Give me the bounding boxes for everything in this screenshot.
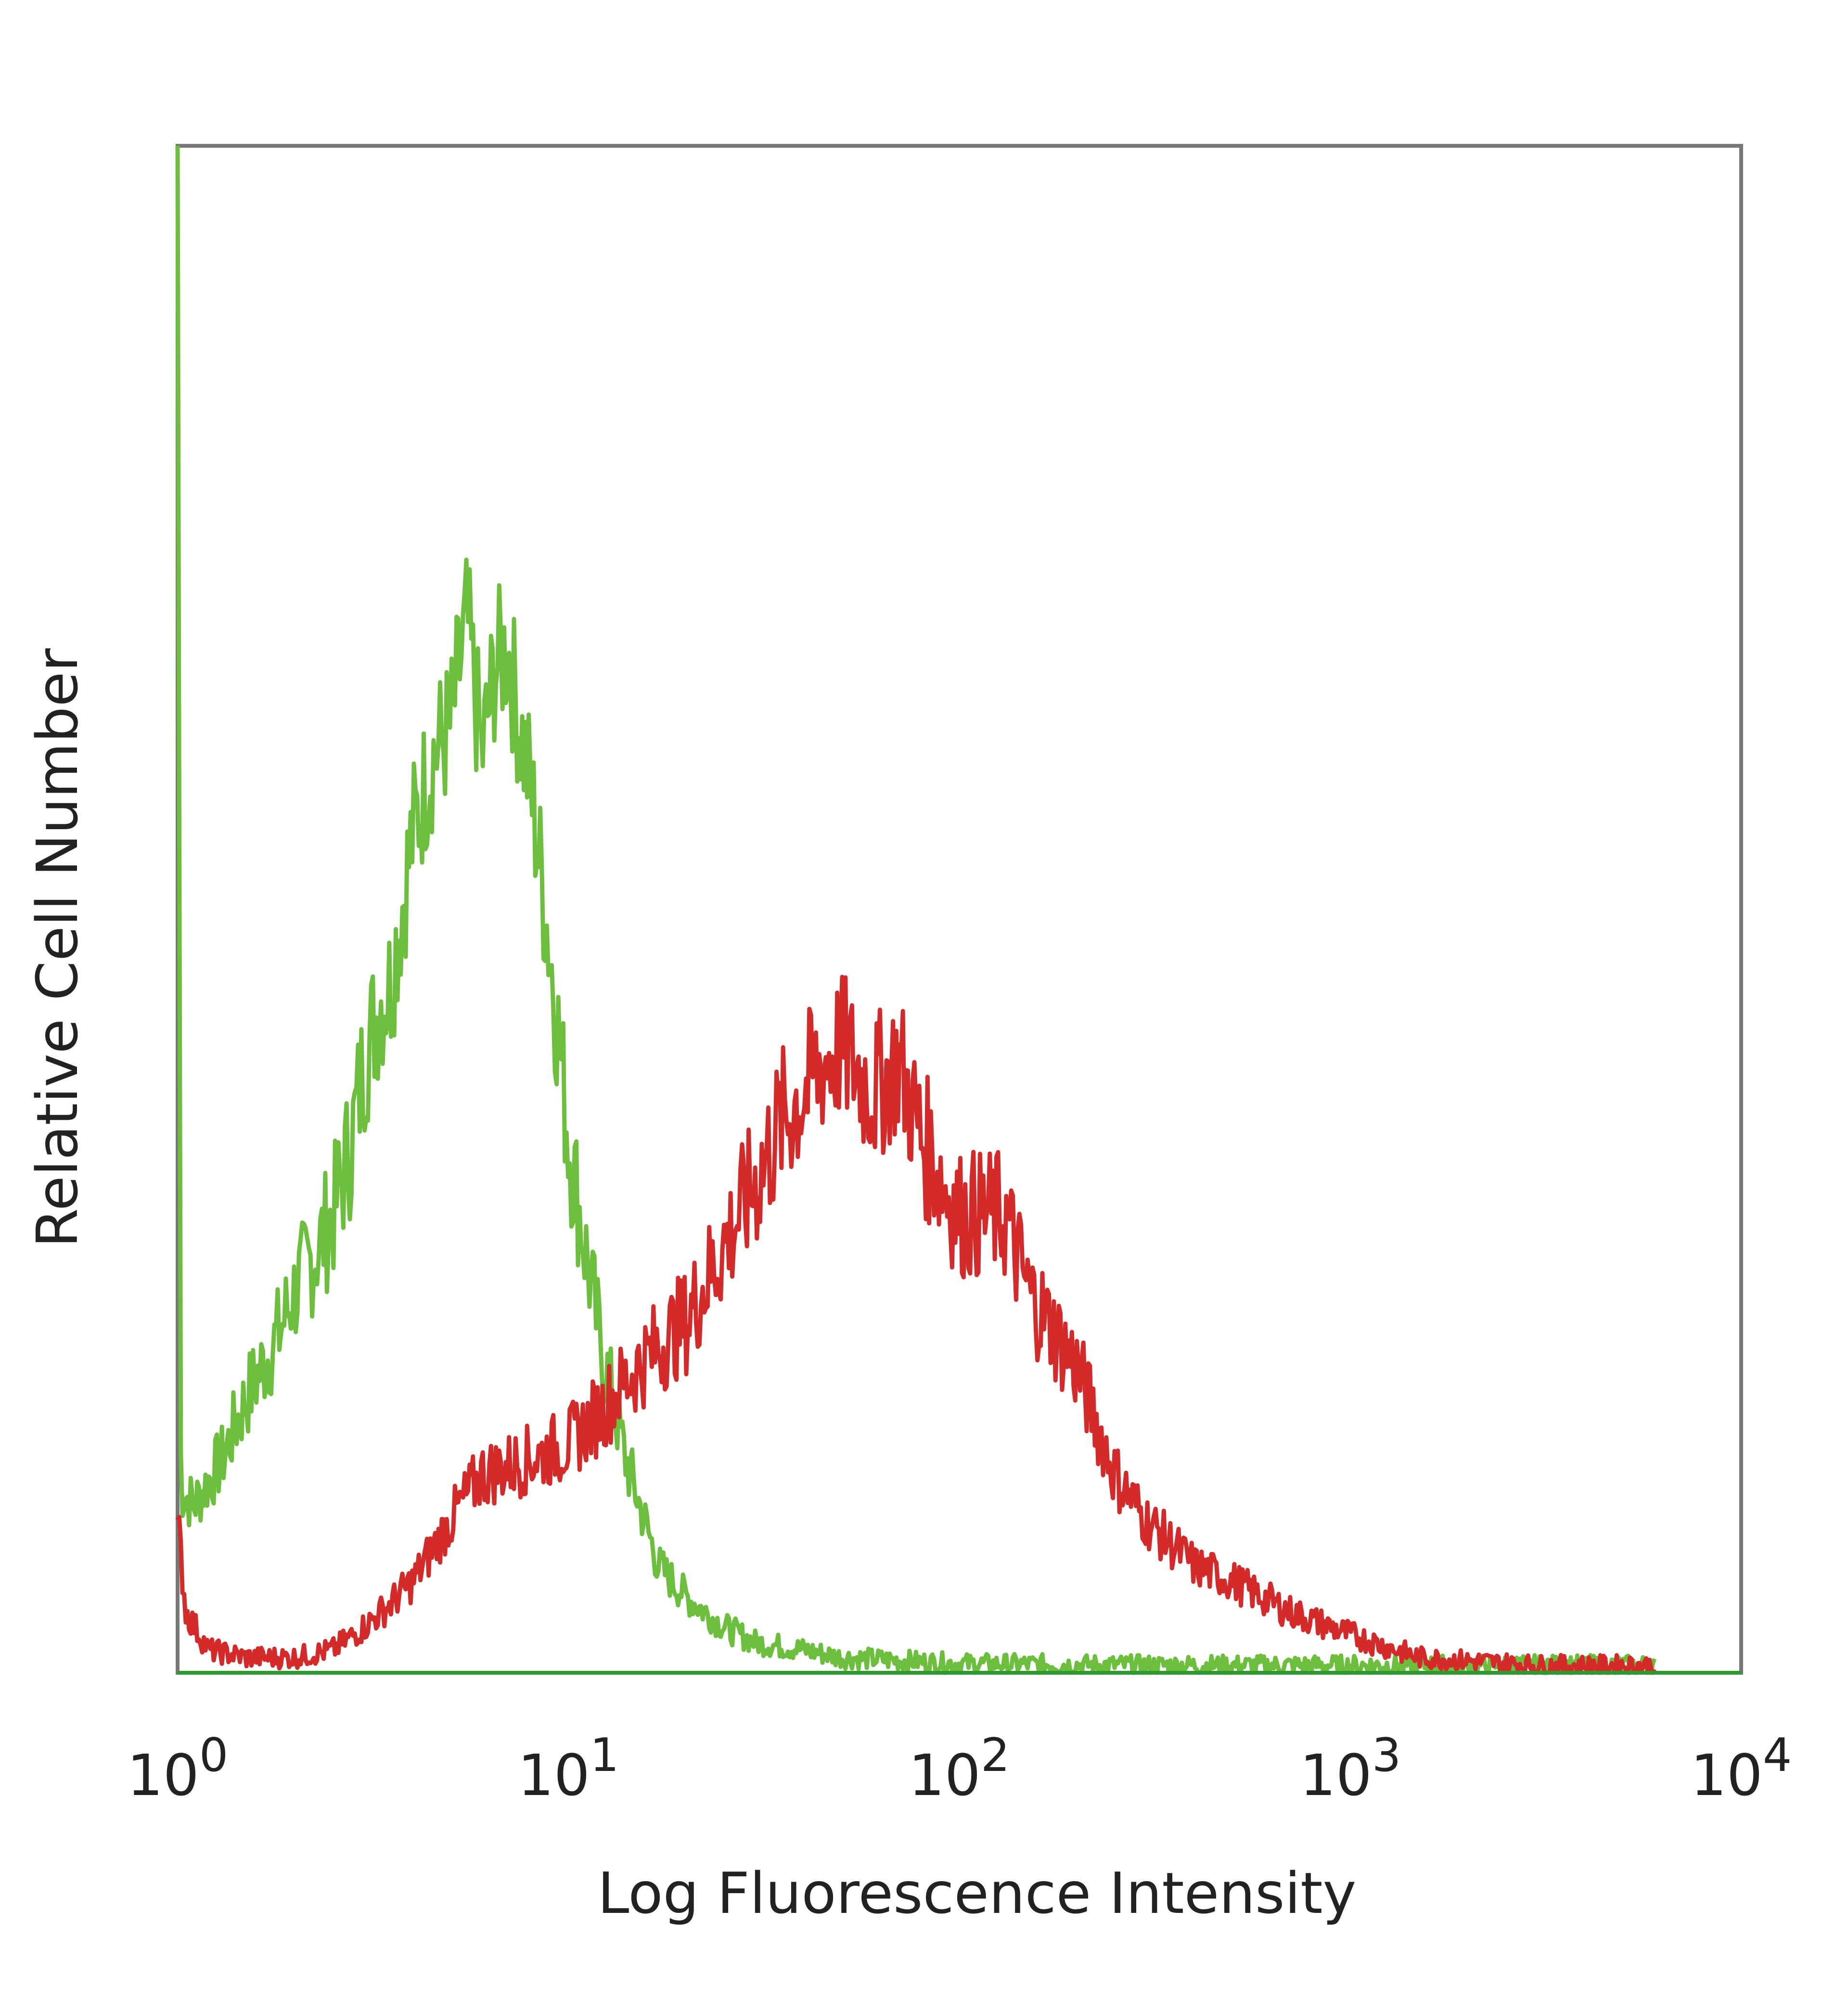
series-layer bbox=[175, 145, 1657, 1675]
x-tick-label: 100 bbox=[127, 1729, 229, 1808]
y-axis-label: Relative Cell Number bbox=[24, 648, 90, 1248]
x-tick-label: 103 bbox=[1300, 1729, 1401, 1808]
series-line-red bbox=[176, 974, 1656, 1675]
x-tick-label: 102 bbox=[909, 1729, 1010, 1808]
x-axis-label: Log Fluorescence Intensity bbox=[598, 1860, 1357, 1926]
x-tick-labels: 100 101 102 103 104 bbox=[127, 1729, 1792, 1808]
plot-frame bbox=[176, 144, 1743, 1675]
x-tick-label: 101 bbox=[518, 1729, 619, 1808]
x-tick-label: 104 bbox=[1691, 1729, 1792, 1808]
